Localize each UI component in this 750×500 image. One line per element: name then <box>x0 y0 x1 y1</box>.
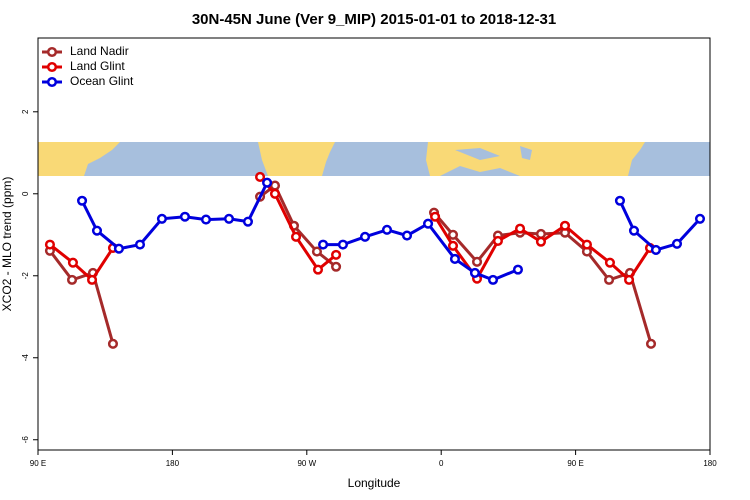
point <box>514 223 526 234</box>
point <box>179 211 190 222</box>
y-tick-label: -4 <box>21 354 30 362</box>
point <box>401 230 413 241</box>
point <box>604 274 615 285</box>
point <box>312 264 324 275</box>
legend-marker <box>46 46 58 58</box>
point <box>650 244 661 255</box>
point <box>423 218 434 229</box>
x-tick-label: 180 <box>703 459 717 468</box>
y-axis-label: XCO2 - MLO trend (ppm) <box>0 177 14 312</box>
point <box>535 228 547 240</box>
point <box>614 195 626 206</box>
point <box>535 236 547 247</box>
point <box>487 274 499 285</box>
plot-frame <box>37 37 711 451</box>
y-tick-label: 2 <box>21 109 30 114</box>
point <box>447 240 459 251</box>
point <box>645 338 657 349</box>
point <box>430 211 441 222</box>
legend-label: Ocean Glint <box>70 74 134 88</box>
point <box>262 177 273 188</box>
point <box>604 257 615 268</box>
point <box>113 243 124 254</box>
y-tick-label: -2 <box>21 272 30 280</box>
point <box>628 225 640 236</box>
point <box>381 224 393 235</box>
x-axis-label: Longitude <box>348 476 401 490</box>
point <box>318 239 329 250</box>
legend-marker <box>46 76 58 88</box>
point <box>624 274 635 285</box>
x-tick-label: 90 W <box>297 459 316 468</box>
point <box>492 235 503 246</box>
point <box>581 239 592 250</box>
chart-title: 30N-45N June (Ver 9_MIP) 2015-01-01 to 2… <box>192 11 556 28</box>
point <box>242 216 254 227</box>
point <box>337 239 348 250</box>
point <box>559 220 571 231</box>
point <box>331 261 342 272</box>
legend-label: Land Glint <box>70 59 125 73</box>
point <box>471 256 483 267</box>
point <box>449 253 460 265</box>
point <box>269 180 281 191</box>
point <box>134 239 146 250</box>
point <box>359 231 371 242</box>
series-line <box>48 183 653 345</box>
point <box>77 195 88 206</box>
point <box>671 238 683 249</box>
point <box>156 213 167 224</box>
point <box>290 231 302 242</box>
x-tick-label: 0 <box>439 459 444 468</box>
point <box>331 249 342 260</box>
x-tick-label: 90 E <box>30 459 46 468</box>
point <box>67 257 78 268</box>
point <box>44 239 55 250</box>
x-tick-label: 180 <box>166 459 180 468</box>
legend-label: Land Nadir <box>70 44 129 58</box>
point <box>200 214 212 225</box>
point <box>223 213 235 224</box>
point <box>311 246 323 257</box>
point <box>87 274 98 285</box>
point <box>91 225 103 236</box>
point <box>255 171 266 183</box>
point <box>694 213 706 224</box>
point <box>269 188 281 199</box>
y-tick-label: -6 <box>21 436 30 444</box>
map-band <box>38 142 710 176</box>
y-tick-label: 0 <box>21 191 30 196</box>
legend-marker <box>46 61 58 73</box>
point <box>469 267 480 278</box>
point <box>512 264 524 275</box>
point <box>107 338 119 349</box>
x-tick-label: 90 E <box>567 459 583 468</box>
point <box>66 274 78 285</box>
point <box>447 229 459 240</box>
series-line <box>49 175 652 283</box>
